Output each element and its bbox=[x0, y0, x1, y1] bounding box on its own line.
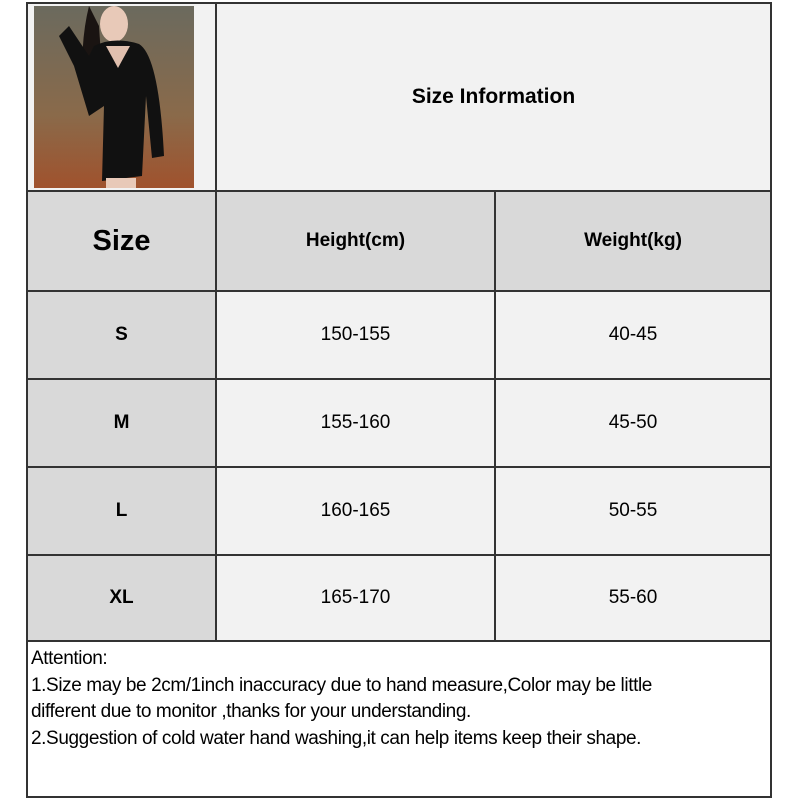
note-line: 2.Suggestion of cold water hand washing,… bbox=[31, 727, 642, 749]
divider bbox=[28, 466, 770, 468]
height-cell: 150-155 bbox=[217, 292, 494, 378]
height-cell: 165-170 bbox=[217, 556, 494, 640]
size-cell: M bbox=[28, 380, 215, 466]
weight-cell: 40-45 bbox=[496, 292, 770, 378]
header-height: Height(cm) bbox=[217, 192, 494, 290]
product-image-cell bbox=[28, 4, 215, 190]
note-line: 1.Size may be 2cm/1inch inaccuracy due t… bbox=[31, 674, 652, 696]
attention-notes: Attention: 1.Size may be 2cm/1inch inacc… bbox=[28, 642, 770, 796]
height-cell: 160-165 bbox=[217, 468, 494, 554]
size-cell: XL bbox=[28, 556, 215, 640]
divider bbox=[494, 190, 496, 640]
divider bbox=[28, 190, 770, 192]
weight-cell: 55-60 bbox=[496, 556, 770, 640]
divider bbox=[28, 290, 770, 292]
notes-heading: Attention: bbox=[31, 648, 108, 669]
header-weight: Weight(kg) bbox=[496, 192, 770, 290]
height-cell: 155-160 bbox=[217, 380, 494, 466]
size-cell: S bbox=[28, 292, 215, 378]
size-cell: L bbox=[28, 468, 215, 554]
note-line: different due to monitor ,thanks for you… bbox=[31, 701, 471, 722]
weight-cell: 45-50 bbox=[496, 380, 770, 466]
divider bbox=[28, 640, 770, 642]
product-photo-icon bbox=[34, 6, 194, 188]
divider bbox=[28, 378, 770, 380]
size-chart-table: Size Information Size Height(cm) Weight(… bbox=[26, 2, 772, 798]
header-size: Size bbox=[28, 192, 215, 290]
divider bbox=[28, 554, 770, 556]
page-title: Size Information bbox=[217, 4, 770, 190]
weight-cell: 50-55 bbox=[496, 468, 770, 554]
divider bbox=[215, 4, 217, 640]
